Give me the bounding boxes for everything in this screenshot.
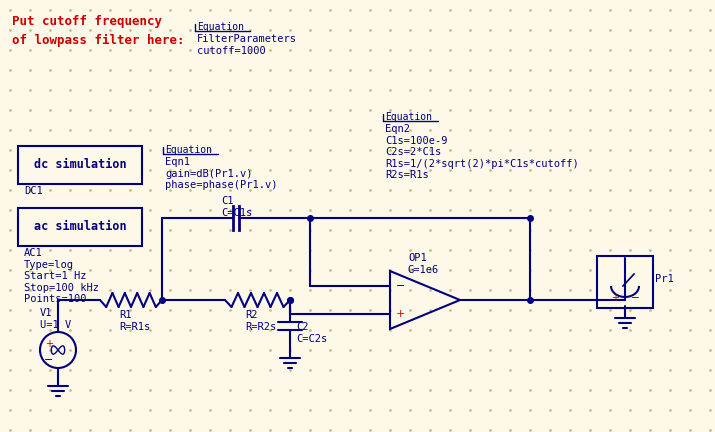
Text: C2
C=C2s: C2 C=C2s — [296, 322, 327, 343]
Text: +: + — [396, 309, 405, 319]
Text: ac simulation: ac simulation — [34, 220, 127, 234]
Text: AC1
Type=log
Start=1 Hz
Stop=100 kHz
Points=100: AC1 Type=log Start=1 Hz Stop=100 kHz Poi… — [24, 248, 99, 305]
Text: −: − — [631, 293, 639, 303]
FancyBboxPatch shape — [18, 208, 142, 246]
Text: OP1
G=1e6: OP1 G=1e6 — [408, 253, 439, 275]
Text: +: + — [611, 293, 619, 303]
Text: +: + — [45, 339, 53, 349]
Text: V1
U=1 V: V1 U=1 V — [40, 308, 72, 330]
Text: Pr1: Pr1 — [655, 274, 674, 284]
FancyBboxPatch shape — [597, 256, 653, 308]
Text: dc simulation: dc simulation — [34, 159, 127, 172]
Text: C1
C=C1s: C1 C=C1s — [221, 196, 252, 218]
Text: Put cutoff frequency
of lowpass filter here:: Put cutoff frequency of lowpass filter h… — [12, 15, 184, 47]
FancyBboxPatch shape — [18, 146, 142, 184]
Text: Equation: Equation — [385, 112, 432, 122]
Text: DC1: DC1 — [24, 186, 43, 196]
Text: R1
R=R1s: R1 R=R1s — [119, 310, 150, 332]
Text: Eqn1
gain=dB(Pr1.v)
phase=phase(Pr1.v): Eqn1 gain=dB(Pr1.v) phase=phase(Pr1.v) — [165, 157, 277, 190]
Text: Eqn2
C1s=100e-9
C2s=2*C1s
R1s=1/(2*sqrt(2)*pi*C1s*cutoff)
R2s=R1s: Eqn2 C1s=100e-9 C2s=2*C1s R1s=1/(2*sqrt(… — [385, 124, 578, 181]
Text: FilterParameters
cutoff=1000: FilterParameters cutoff=1000 — [197, 34, 297, 56]
Text: Equation: Equation — [197, 22, 244, 32]
Text: Equation: Equation — [165, 145, 212, 155]
Text: −: − — [44, 355, 54, 365]
Text: −: − — [396, 281, 405, 291]
Text: R2
R=R2s: R2 R=R2s — [245, 310, 276, 332]
